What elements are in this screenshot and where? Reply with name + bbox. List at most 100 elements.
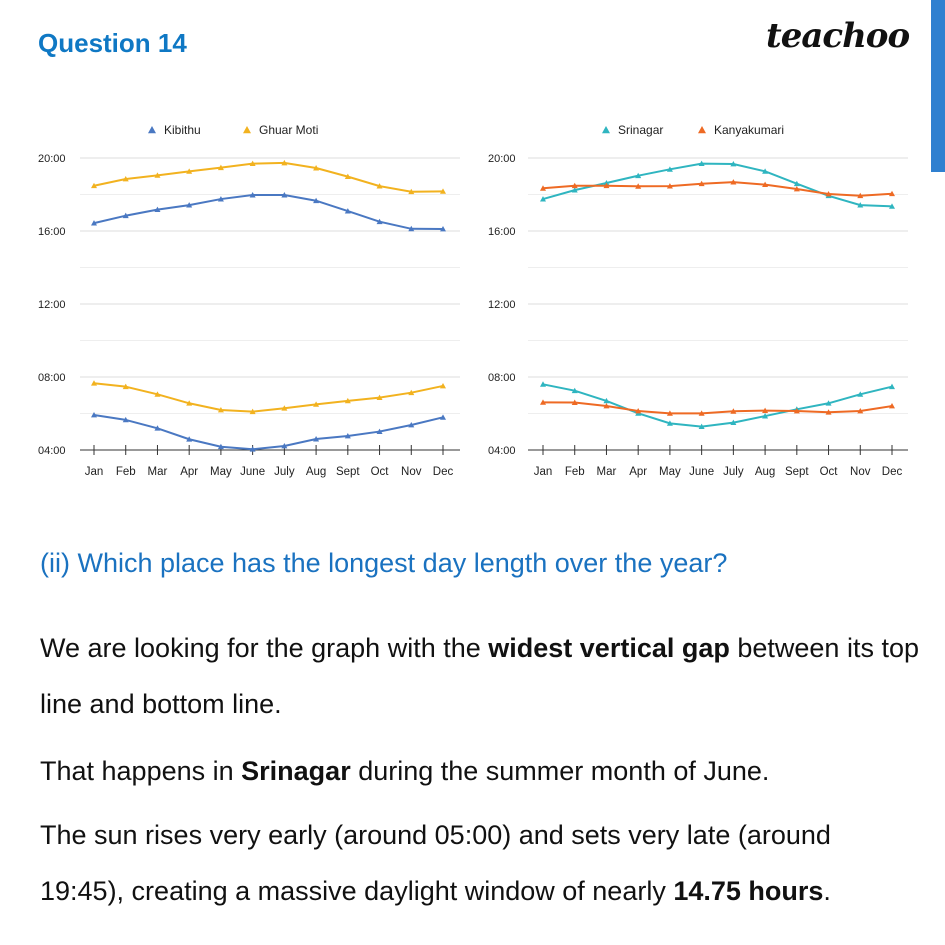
data-point — [122, 212, 129, 219]
x-tick-label: May — [210, 466, 232, 478]
data-point — [730, 179, 737, 185]
x-tick-label: July — [274, 466, 295, 478]
data-point — [571, 399, 578, 405]
data-point — [217, 443, 224, 450]
data-point — [91, 182, 97, 189]
data-point — [440, 188, 446, 194]
data-point — [857, 407, 864, 414]
data-point — [793, 180, 800, 187]
y-tick-label: 04:00 — [488, 445, 516, 457]
text: We are looking for the graph with the — [40, 633, 489, 663]
data-point — [154, 425, 161, 431]
data-point — [889, 203, 895, 209]
y-tick-label: 20:00 — [488, 153, 516, 165]
data-point — [666, 166, 673, 172]
data-point — [825, 400, 832, 406]
data-point — [540, 381, 546, 387]
data-point — [186, 400, 193, 406]
data-point — [249, 160, 256, 167]
data-point — [698, 160, 705, 167]
x-tick-label: July — [723, 466, 744, 478]
text: between its top line and bottom line. — [40, 633, 919, 719]
data-point — [635, 183, 642, 189]
y-tick-label: 08:00 — [38, 372, 66, 384]
data-point — [762, 181, 769, 188]
x-tick-label: Aug — [755, 466, 775, 478]
chart-kibithu-ghuar-moti: 04:00 08:00 12:00 16:00 20:00 Jan Feb Mar Apr May… — [38, 123, 460, 478]
x-tick-label: Nov — [850, 466, 871, 478]
data-point — [762, 413, 769, 419]
data-point — [571, 387, 578, 394]
bold-text: 14.75 hours — [673, 876, 824, 906]
x-tick-label: Dec — [433, 466, 454, 478]
data-point — [154, 172, 161, 178]
data-point — [313, 197, 320, 204]
data-point — [603, 403, 610, 409]
legend-label: Srinagar — [618, 123, 663, 137]
x-tick-label: Mar — [148, 466, 168, 478]
data-point — [440, 414, 446, 420]
data-point — [186, 168, 193, 174]
x-tick-label: Apr — [629, 466, 647, 478]
legend-marker — [698, 126, 706, 134]
data-point — [889, 403, 895, 409]
data-point — [313, 436, 320, 442]
data-point — [540, 196, 546, 202]
data-point — [698, 180, 705, 187]
x-tick-label: Oct — [371, 466, 390, 478]
text: That happens in — [40, 756, 242, 786]
data-point — [440, 225, 446, 232]
data-point — [540, 185, 546, 191]
series-line-ghuar-moti — [93, 161, 444, 193]
data-point — [540, 399, 546, 405]
data-point — [91, 380, 97, 386]
data-point — [122, 416, 129, 423]
data-point — [571, 182, 578, 189]
y-tick-label: 12:00 — [488, 299, 516, 311]
data-point — [730, 408, 737, 414]
side-accent-bar — [931, 0, 945, 172]
data-point — [603, 180, 610, 186]
data-point — [344, 432, 351, 439]
data-point — [730, 419, 737, 426]
chart-srinagar-kanyakumari: 04:00 08:00 12:00 16:00 20:00 Jan Feb Mar Apr May… — [488, 123, 908, 478]
data-point — [281, 405, 288, 411]
bold-text: Srinagar — [241, 756, 351, 786]
data-point — [91, 220, 97, 226]
data-point — [376, 394, 383, 401]
x-tick-label: Apr — [180, 466, 198, 478]
data-point — [249, 192, 256, 198]
x-tick-label: Oct — [820, 466, 839, 478]
x-tick-label: Nov — [401, 466, 422, 478]
data-point — [889, 190, 895, 197]
data-point — [313, 401, 320, 407]
series-line-kanyakumari — [542, 181, 893, 197]
data-point — [857, 391, 864, 397]
question-title: Question 14 — [38, 28, 187, 58]
data-point — [376, 218, 383, 225]
y-tick-label: 04:00 — [38, 445, 66, 457]
x-tick-label: June — [689, 466, 714, 478]
legend-label: Ghuar Moti — [259, 123, 318, 137]
legend-marker — [243, 126, 251, 134]
x-tick-label: Sept — [336, 466, 360, 478]
data-point — [666, 410, 673, 416]
data-point — [186, 202, 193, 208]
x-tick-label: Mar — [597, 466, 617, 478]
x-tick-label: Jan — [85, 466, 104, 478]
data-point — [666, 183, 673, 189]
data-point — [281, 442, 288, 449]
data-point — [186, 436, 193, 442]
y-tick-label: 16:00 — [488, 226, 516, 238]
data-point — [698, 423, 705, 430]
data-point — [91, 411, 97, 418]
data-point — [698, 410, 705, 416]
teachoo-logo: teachoo — [766, 16, 910, 56]
data-point — [217, 407, 224, 413]
data-point — [408, 188, 415, 195]
series-line-ghuar-moti — [93, 382, 444, 413]
data-point — [122, 383, 129, 390]
data-point — [857, 192, 864, 199]
y-tick-label: 16:00 — [38, 226, 66, 238]
data-point — [281, 192, 288, 198]
